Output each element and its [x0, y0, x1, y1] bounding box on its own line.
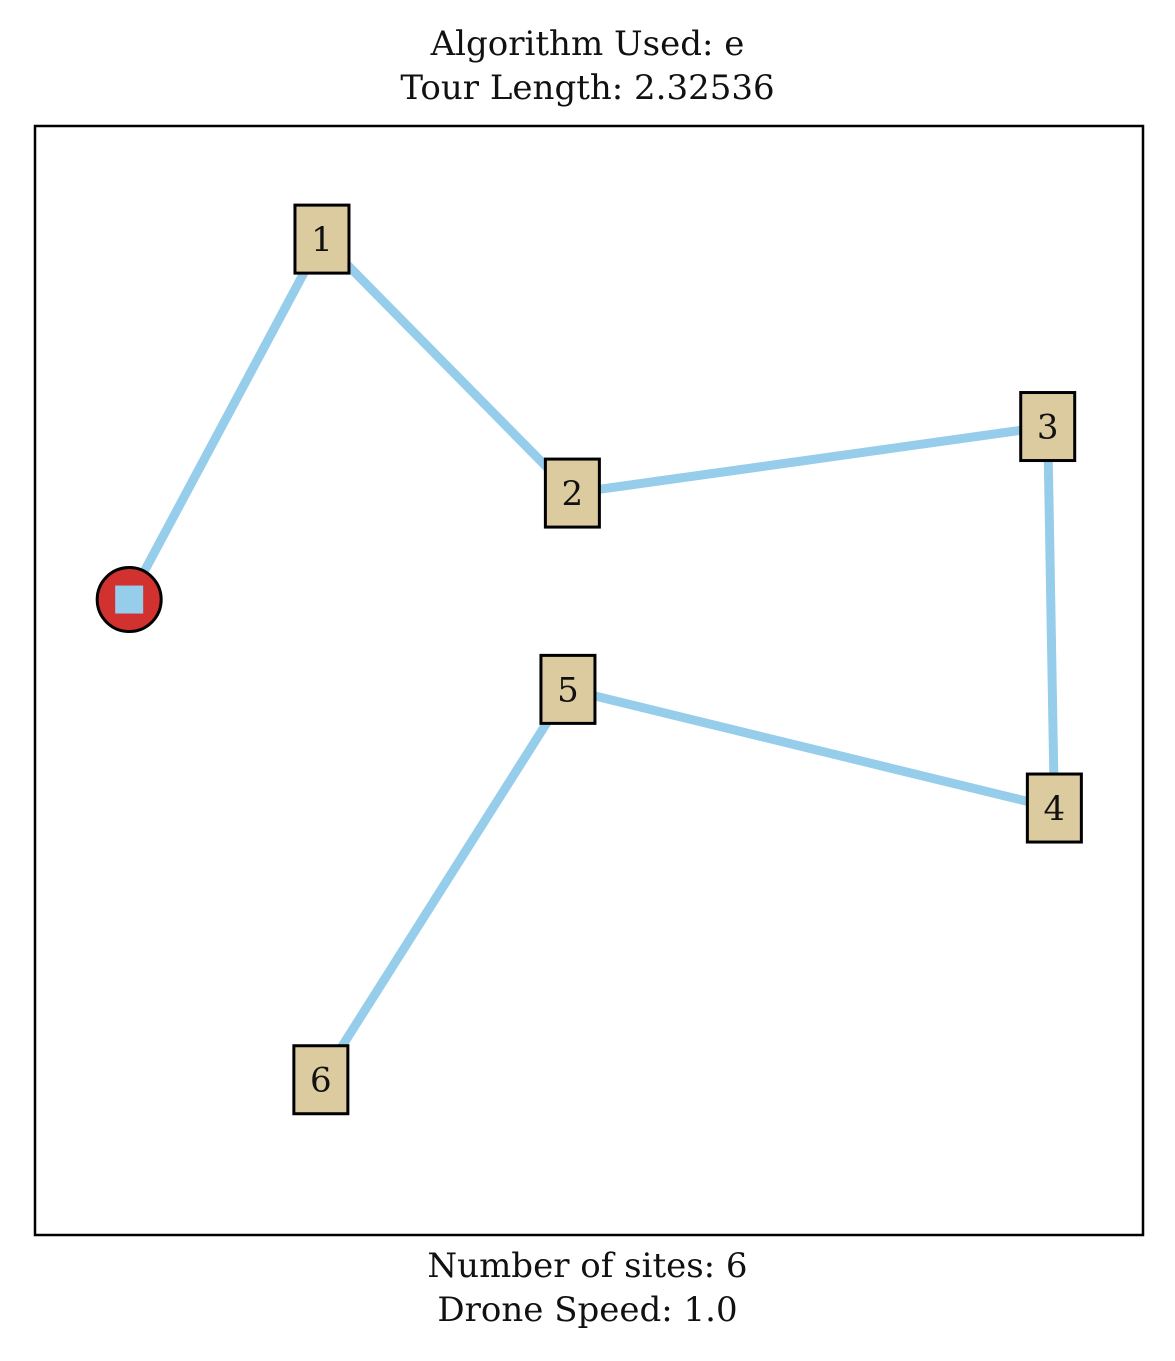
route-segment-depot-1 — [125, 236, 326, 602]
marker-layer: 1 2 3 4 5 6 — [95, 203, 1083, 1116]
site-1: 1 — [293, 203, 351, 275]
depot-start-square — [115, 585, 144, 614]
site-box-2 — [543, 457, 601, 529]
drone-speed-label: Drone Speed: 1.0 — [437, 1290, 738, 1330]
site-4: 4 — [1025, 772, 1083, 844]
site-5: 5 — [539, 653, 597, 725]
route-segment-3-4 — [1043, 426, 1059, 809]
route-segment-1-2 — [318, 235, 576, 497]
num-sites-label: Number of sites: 6 — [427, 1246, 748, 1286]
site-box-5 — [539, 653, 597, 725]
site-3: 3 — [1019, 391, 1077, 463]
site-box-4 — [1025, 772, 1083, 844]
site-6: 6 — [292, 1044, 350, 1116]
route-segment-2-3 — [571, 422, 1049, 498]
site-label-1: 1 — [311, 220, 333, 260]
site-2: 2 — [543, 457, 601, 529]
site-label-5: 5 — [557, 670, 579, 710]
site-box-1 — [293, 203, 351, 275]
route-segment-5-6 — [317, 686, 572, 1083]
site-box-6 — [292, 1044, 350, 1116]
site-label-6: 6 — [310, 1061, 332, 1101]
algorithm-title: Algorithm Used: e — [430, 24, 745, 64]
plot-frame — [33, 124, 1145, 1237]
site-label-3: 3 — [1037, 408, 1059, 448]
site-box-3 — [1019, 391, 1077, 463]
route-segment-4-5 — [566, 685, 1056, 813]
tour-length-title: Tour Length: 2.32536 — [400, 68, 775, 108]
site-label-2: 2 — [562, 474, 584, 514]
route-layer — [125, 235, 1059, 1083]
site-label-4: 4 — [1044, 789, 1066, 829]
